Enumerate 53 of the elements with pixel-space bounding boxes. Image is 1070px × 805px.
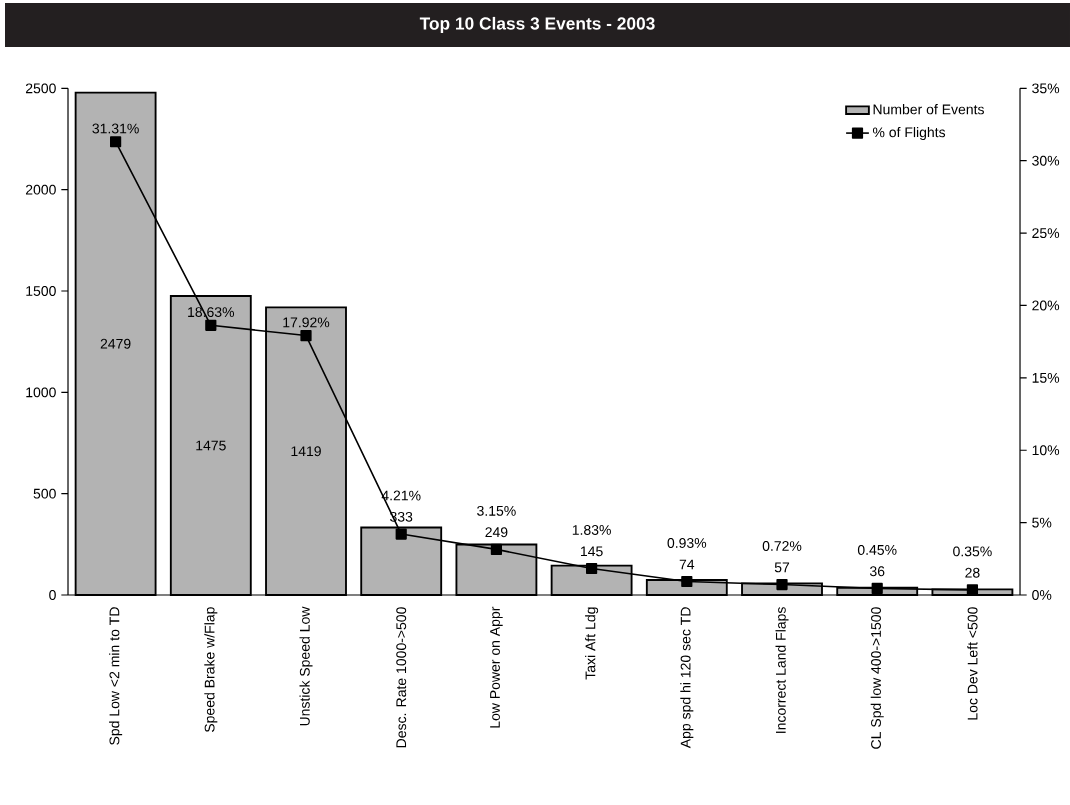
x-tick-label: Incorrect Land Flaps (775, 607, 789, 733)
data-label: 0.72% (762, 541, 802, 551)
point (110, 136, 122, 148)
data-label: 57 (774, 562, 790, 573)
data-label: 28 (965, 567, 980, 578)
point (871, 582, 883, 595)
y2-tick-label: 20% (1032, 300, 1060, 311)
y-tick-label: 500 (33, 488, 56, 499)
point (586, 562, 598, 575)
x-tick-label: Speed Brake w/Flap (204, 607, 218, 733)
point (300, 329, 312, 342)
data-label: 0.45% (857, 544, 897, 555)
x-tick-label: Spd Low <2 min to TD (109, 607, 123, 745)
x-tick-label: Unstick Speed Low (299, 606, 313, 726)
x-tick-label: Low Power on Appr (490, 606, 503, 728)
data-label: 1.83% (572, 524, 611, 535)
y2-tick-label: 10% (1032, 445, 1060, 456)
y-tick-label: 0 (49, 590, 56, 600)
data-label: 0.93% (667, 538, 707, 548)
y2-tick-label: 15% (1032, 372, 1060, 383)
y-tick-label: 2500 (25, 83, 56, 94)
y2-tick-label: 25% (1032, 228, 1060, 239)
chart-title: Top 10 Class 3 Events - 2003 (419, 16, 655, 34)
y2-tick-label: 30% (1032, 155, 1060, 166)
data-label: 145 (581, 546, 603, 557)
y2-tick-label: 0% (1032, 590, 1052, 600)
y-tick-label: 2000 (25, 184, 56, 195)
legend-label: Number of Events (873, 104, 984, 115)
y2-tick-label: 35% (1032, 83, 1060, 94)
legend-label: % of Flights (872, 126, 946, 141)
point (681, 575, 693, 588)
point (205, 319, 217, 331)
point (490, 543, 503, 555)
data-label: 74 (679, 559, 695, 570)
y-tick-label: 1500 (26, 286, 56, 296)
x-tick-label: Loc Dev Left <500 (967, 607, 978, 720)
data-label: 1419 (291, 446, 321, 457)
x-tick-label: Taxi Aft Ldg (585, 607, 599, 680)
x-tick-label: CL Spd low 400->1500 (870, 607, 884, 749)
data-label: 36 (869, 566, 885, 577)
data-label: 0.35% (953, 546, 992, 557)
y2-tick-label: 5% (1032, 517, 1052, 528)
data-label: 249 (485, 527, 508, 538)
x-tick-label: Desc. Rate 1000->500 (396, 607, 407, 748)
data-label: 3.15% (477, 505, 516, 516)
y-tick-label: 1000 (26, 387, 56, 398)
data-label: 17.92% (283, 317, 330, 328)
data-label: 31.31% (92, 123, 139, 134)
point (395, 528, 407, 540)
x-tick-label: App spd hi 120 sec TD (680, 607, 694, 749)
data-label: 1475 (196, 440, 226, 451)
data-label: 2479 (100, 338, 131, 349)
point (776, 578, 788, 591)
